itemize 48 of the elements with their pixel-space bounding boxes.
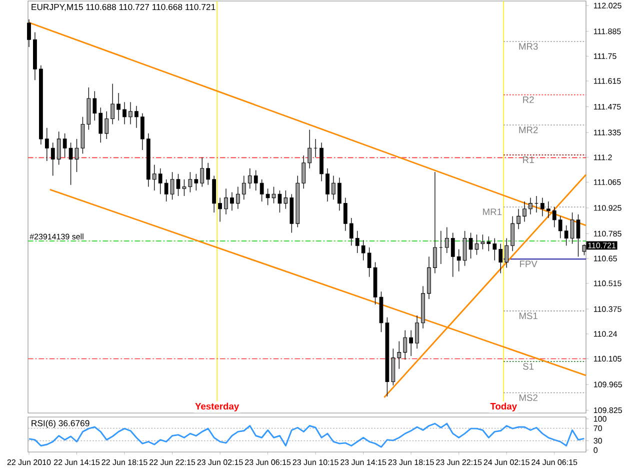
x-tick-label: 22 Jun 14:15 <box>54 459 100 466</box>
chart-title: RSI(6) 36.6769 <box>32 420 90 428</box>
y-tick-label: 110.925 <box>594 205 622 211</box>
ref-line-label: R1 <box>523 156 534 163</box>
ref-line-label: MR1 <box>483 208 502 216</box>
y-tick-label: 110.24 <box>594 331 618 337</box>
ref-line-label: FPV <box>520 260 538 268</box>
y-tick-label: 109.825 <box>594 407 622 414</box>
text: 110.721 <box>588 242 616 248</box>
x-tick-label: 24 Jun 06:15 <box>532 459 578 466</box>
y-tick-label: 111.75 <box>594 53 616 59</box>
y-tick-label: 111.615 <box>594 78 621 84</box>
y-tick-label: 110.785 <box>594 230 622 237</box>
ref-line-label: Yesterday <box>195 402 240 412</box>
ref-line-label: MR3 <box>519 43 538 50</box>
y-tick-label: 110.65 <box>594 256 617 262</box>
y-tick-label: 111.475 <box>594 104 621 110</box>
y-tick-label: 111.065 <box>594 179 621 186</box>
y-tick-label: 111.2 <box>594 154 612 160</box>
y-tick-label: 111.335 <box>594 130 621 136</box>
y-tick-label: 100 <box>594 416 606 422</box>
ref-line-label: MR2 <box>519 126 538 134</box>
y-tick-label: 112.025 <box>594 2 622 8</box>
x-tick-label: 23 Jun 22:15 <box>436 459 482 466</box>
ref-line-label: R2 <box>523 96 534 103</box>
x-tick-label: 22 Jun 18:15 <box>102 459 148 466</box>
y-tick-label: 110.375 <box>594 306 622 312</box>
ref-line-label: S1 <box>523 363 534 370</box>
ref-line-label: MS1 <box>520 312 538 320</box>
ref-line-label: MS2 <box>520 394 538 401</box>
ref-line-label: Today <box>490 402 517 412</box>
y-tick-label: 110.515 <box>594 280 622 286</box>
x-tick-label: 23 Jun 02:15 <box>197 459 243 466</box>
y-tick-label: 30 <box>594 438 602 444</box>
y-tick-label: 110.105 <box>594 356 622 362</box>
y-tick-label: 70 <box>594 425 602 432</box>
x-tick-label: 23 Jun 18:15 <box>388 459 434 466</box>
chart-title: EURJPY,M15 110.688 110.727 110.668 110.721 <box>32 4 216 12</box>
ref-line-label: #23914139 sell <box>30 234 84 240</box>
x-tick-label: 23 Jun 06:15 <box>245 459 291 466</box>
y-tick-label: 0 <box>594 447 598 453</box>
x-tick-label: 22 Jun 22:15 <box>150 459 196 466</box>
x-tick-label: 24 Jun 02:15 <box>484 459 530 466</box>
x-tick-label: 23 Jun 10:15 <box>292 459 338 466</box>
y-tick-label: 109.965 <box>594 382 622 388</box>
y-tick-label: 111.885 <box>594 28 621 34</box>
x-tick-label: 22 Jun 2010 <box>7 459 51 466</box>
x-tick-label: 23 Jun 14:15 <box>340 459 386 466</box>
